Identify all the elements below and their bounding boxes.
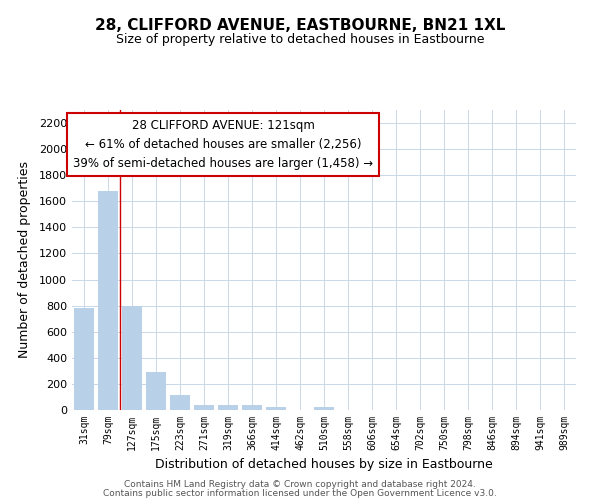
- Bar: [242, 406, 262, 410]
- Bar: [314, 408, 334, 410]
- Y-axis label: Number of detached properties: Number of detached properties: [17, 162, 31, 358]
- X-axis label: Distribution of detached houses by size in Eastbourne: Distribution of detached houses by size …: [155, 458, 493, 471]
- Text: Contains HM Land Registry data © Crown copyright and database right 2024.: Contains HM Land Registry data © Crown c…: [124, 480, 476, 489]
- Text: 28 CLIFFORD AVENUE: 121sqm
← 61% of detached houses are smaller (2,256)
39% of s: 28 CLIFFORD AVENUE: 121sqm ← 61% of deta…: [73, 119, 373, 170]
- Bar: [122, 306, 142, 410]
- Bar: [266, 408, 286, 410]
- Bar: [74, 308, 94, 410]
- Bar: [146, 372, 166, 410]
- Bar: [170, 395, 190, 410]
- Text: Size of property relative to detached houses in Eastbourne: Size of property relative to detached ho…: [116, 32, 484, 46]
- Text: 28, CLIFFORD AVENUE, EASTBOURNE, BN21 1XL: 28, CLIFFORD AVENUE, EASTBOURNE, BN21 1X…: [95, 18, 505, 32]
- Text: Contains public sector information licensed under the Open Government Licence v3: Contains public sector information licen…: [103, 489, 497, 498]
- Bar: [194, 405, 214, 410]
- Bar: [98, 191, 118, 410]
- Bar: [218, 406, 238, 410]
